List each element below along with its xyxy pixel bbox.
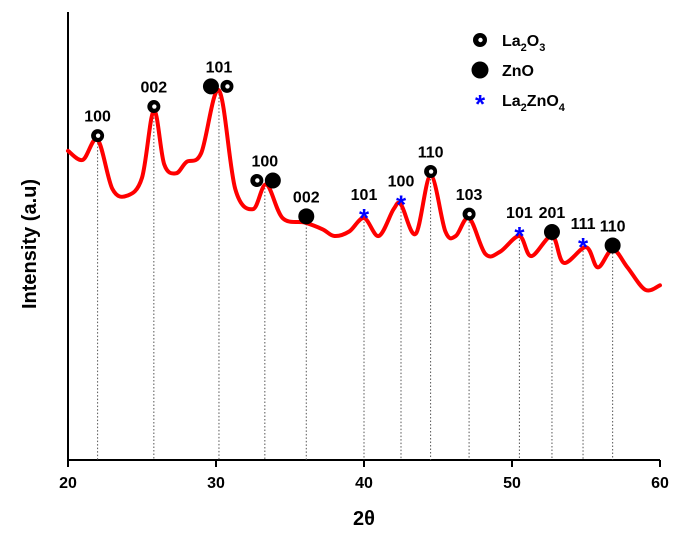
peak-label: 002 (140, 80, 167, 97)
legend-label-part: ZnO (527, 93, 559, 110)
zno-marker (264, 172, 281, 189)
legend-label: La2ZnO4 (502, 93, 566, 114)
peak-label: 101 (206, 59, 233, 76)
peak-label: 100 (388, 174, 415, 191)
chart-axes: 20 30 40 50 60 (59, 12, 669, 492)
legend-label-subscript: 2 (521, 42, 527, 54)
legend-label-subscript: 3 (539, 42, 545, 54)
peak-label: 100 (251, 153, 278, 170)
peak-label: 103 (456, 187, 483, 204)
x-axis-label: 2θ (353, 508, 375, 530)
zno-marker (202, 78, 219, 95)
x-tick-label: 30 (207, 475, 225, 492)
y-axis-label: Intensity (a.u) (19, 179, 41, 309)
la2o3-marker-hole (225, 84, 230, 89)
legend-label-subscript: 4 (559, 102, 566, 114)
la2o3-marker-hole (152, 104, 157, 109)
peak-label: 201 (539, 205, 566, 222)
peak-label: 101 (351, 187, 378, 204)
peak-label: 100 (84, 109, 111, 126)
peak-label: 110 (418, 145, 444, 162)
legend-label-part: La (502, 93, 521, 110)
la2zno4-marker: * (359, 203, 370, 233)
la2o3-marker-hole (255, 178, 260, 183)
la2zno4-marker: * (475, 89, 486, 119)
la2zno4-marker: * (578, 232, 589, 262)
la2zno4-marker: * (514, 221, 525, 251)
peak-label: 101 (506, 205, 533, 222)
la2o3-marker-hole (478, 37, 483, 43)
legend-label-part: ZnO (502, 63, 534, 80)
la2o3-marker-hole (95, 133, 101, 138)
x-tick-label: 50 (503, 475, 521, 492)
peak-label: 110 (600, 218, 626, 235)
x-tick-label: 60 (651, 475, 669, 492)
la2zno4-marker: * (396, 190, 407, 220)
legend-label-part: La (502, 33, 521, 50)
peak-droplines (97, 90, 614, 460)
peak-label: 111 (571, 216, 596, 233)
legend-label-part: O (527, 33, 539, 50)
peak-label: 002 (293, 189, 320, 206)
la2o3-marker-hole (428, 169, 434, 174)
x-tick-label: 40 (355, 475, 373, 492)
zno-marker (543, 224, 560, 240)
zno-marker (471, 61, 489, 79)
legend-label-subscript: 2 (521, 102, 527, 114)
legend-label: La2O3 (502, 33, 545, 54)
zno-marker (604, 237, 621, 254)
legend-label: ZnO (502, 63, 534, 80)
x-tick-label: 20 (59, 475, 77, 492)
la2o3-marker-hole (467, 211, 472, 217)
zno-marker (298, 208, 315, 225)
